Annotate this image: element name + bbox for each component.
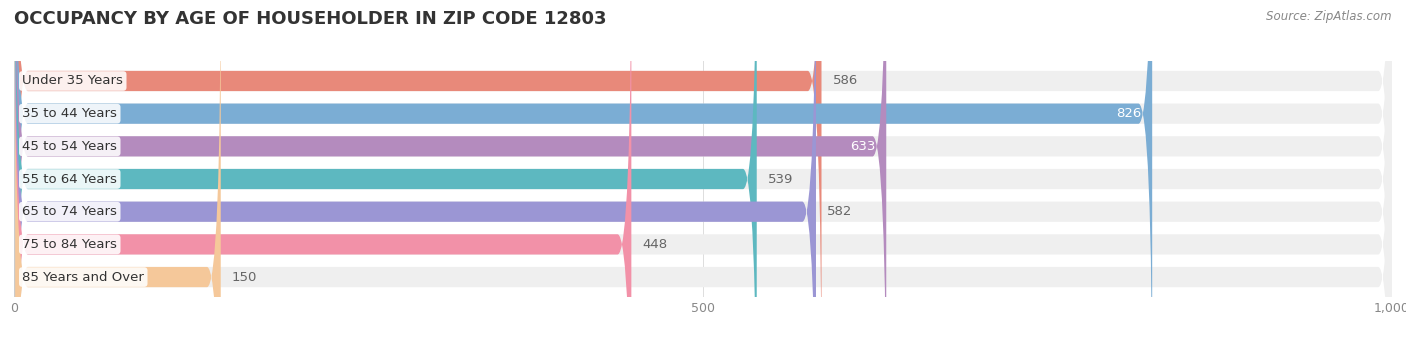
- FancyBboxPatch shape: [14, 0, 886, 341]
- Text: 65 to 74 Years: 65 to 74 Years: [22, 205, 117, 218]
- FancyBboxPatch shape: [14, 0, 631, 341]
- FancyBboxPatch shape: [14, 0, 1392, 341]
- Text: 539: 539: [768, 173, 793, 186]
- Text: 45 to 54 Years: 45 to 54 Years: [22, 140, 117, 153]
- FancyBboxPatch shape: [14, 0, 1392, 341]
- Text: 586: 586: [832, 74, 858, 88]
- Text: 55 to 64 Years: 55 to 64 Years: [22, 173, 117, 186]
- Text: Source: ZipAtlas.com: Source: ZipAtlas.com: [1267, 10, 1392, 23]
- Text: 150: 150: [232, 270, 257, 284]
- Text: 35 to 44 Years: 35 to 44 Years: [22, 107, 117, 120]
- FancyBboxPatch shape: [14, 0, 821, 341]
- FancyBboxPatch shape: [14, 0, 1392, 341]
- Text: 448: 448: [643, 238, 668, 251]
- Text: 582: 582: [827, 205, 852, 218]
- FancyBboxPatch shape: [14, 0, 815, 341]
- Text: Under 35 Years: Under 35 Years: [22, 74, 124, 88]
- Text: OCCUPANCY BY AGE OF HOUSEHOLDER IN ZIP CODE 12803: OCCUPANCY BY AGE OF HOUSEHOLDER IN ZIP C…: [14, 10, 606, 28]
- FancyBboxPatch shape: [14, 0, 1392, 341]
- FancyBboxPatch shape: [14, 0, 1152, 341]
- FancyBboxPatch shape: [14, 0, 221, 341]
- FancyBboxPatch shape: [14, 0, 1392, 341]
- FancyBboxPatch shape: [14, 0, 1392, 341]
- Text: 85 Years and Over: 85 Years and Over: [22, 270, 145, 284]
- FancyBboxPatch shape: [14, 0, 1392, 341]
- Text: 633: 633: [849, 140, 876, 153]
- FancyBboxPatch shape: [14, 0, 756, 341]
- Text: 826: 826: [1116, 107, 1142, 120]
- Text: 75 to 84 Years: 75 to 84 Years: [22, 238, 117, 251]
